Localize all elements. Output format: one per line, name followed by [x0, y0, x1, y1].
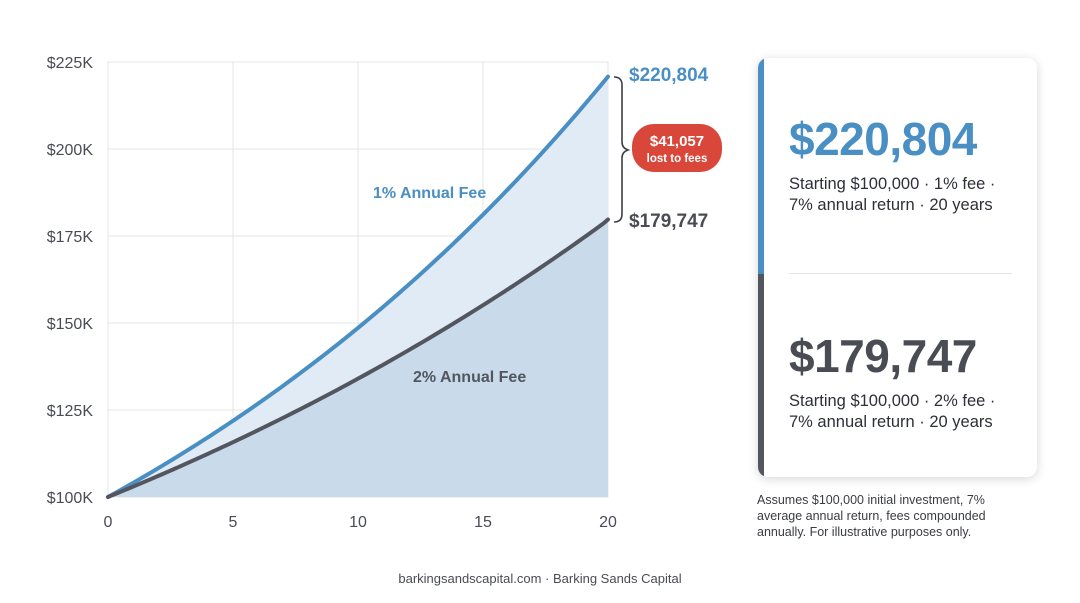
difference-bracket [613, 76, 631, 223]
fees-lost-label: lost to fees [647, 153, 708, 165]
x-tick-label: 5 [229, 514, 238, 531]
y-tick-label: $125K [47, 403, 94, 420]
end-value-1pct: $220,804 [629, 65, 709, 86]
fee-comparison-chart: $100K$125K$150K$175K$200K$225K 0 5 10 15 20 … [47, 55, 722, 531]
results-card: $220,804 Starting $100,000 · 1% fee · 7%… [758, 58, 1037, 477]
result-1pct-desc-line1: Starting $100,000 · 1% fee · [789, 175, 996, 193]
y-tick-label: $100K [47, 490, 94, 507]
result-1pct-desc: Starting $100,000 · 1% fee · 7% annual r… [789, 174, 1021, 216]
footer-credit: barkingsandscapital.com · Barking Sands … [398, 571, 682, 586]
result-1pct: $220,804 Starting $100,000 · 1% fee · 7%… [789, 116, 1021, 216]
chart-lines [106, 74, 610, 499]
assumptions-note: Assumes $100,000 initial investment, 7% … [757, 493, 986, 539]
y-axis-ticks: $100K $125K $150K $175K $200K $225K [47, 55, 94, 507]
series-label-2pct: 2% Annual Fee [413, 369, 526, 386]
y-tick-label: $200K [47, 142, 94, 159]
x-tick-label: 15 [474, 514, 492, 531]
line-2pct [106, 217, 610, 499]
fees-lost-badge: $41,057 lost to fees [632, 124, 722, 172]
x-axis-ticks: 0 5 10 15 20 [104, 514, 617, 531]
accent-bar-2pct [758, 274, 764, 477]
end-value-2pct: $179,747 [629, 211, 708, 232]
y-tick-label: $175K [47, 229, 94, 246]
area-2pct [108, 219, 608, 497]
y-tick-label: $150K [47, 316, 94, 333]
result-2pct-desc: Starting $100,000 · 2% fee · 7% annual r… [789, 391, 1021, 433]
x-tick-label: 20 [599, 514, 617, 531]
line-1pct [106, 74, 610, 499]
y-tick-label: $225K [47, 55, 94, 72]
result-2pct-value: $179,747 [789, 330, 977, 382]
series-label-1pct: 1% Annual Fee [373, 185, 486, 202]
result-2pct-desc-line1: Starting $100,000 · 2% fee · [789, 392, 996, 410]
fees-lost-amount: $41,057 [650, 133, 704, 150]
x-tick-label: 10 [349, 514, 367, 531]
result-1pct-value: $220,804 [789, 113, 977, 165]
result-2pct-desc-line2: 7% annual return · 20 years [789, 413, 993, 431]
result-1pct-desc-line2: 7% annual return · 20 years [789, 196, 993, 214]
x-tick-label: 0 [104, 514, 113, 531]
result-2pct: $179,747 Starting $100,000 · 2% fee · 7%… [789, 333, 1021, 433]
card-divider [789, 273, 1012, 274]
chart-areas [108, 76, 608, 497]
accent-bar-1pct [758, 58, 764, 274]
